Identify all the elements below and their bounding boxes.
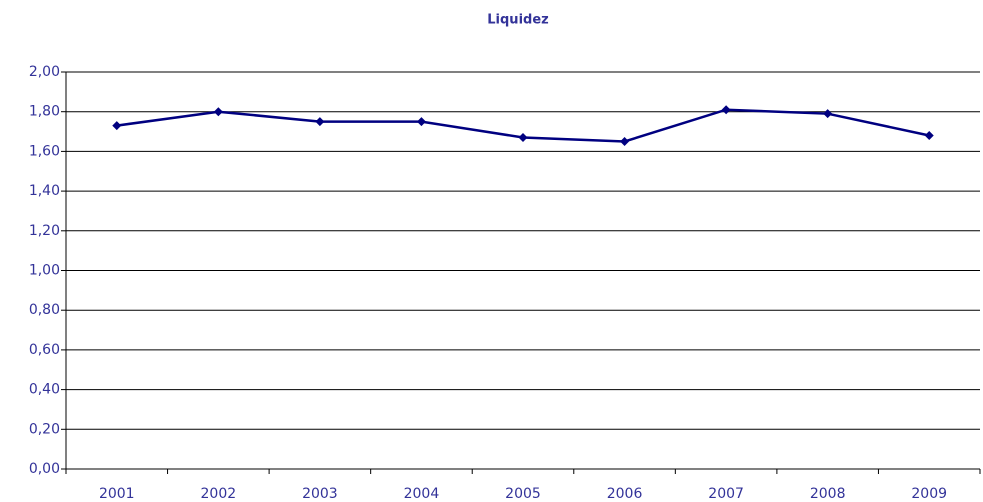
y-tick-label: 0,40 [29, 382, 60, 398]
y-tick-label: 1,00 [29, 263, 60, 279]
x-tick-label: 2008 [810, 486, 846, 502]
chart-title: Liquidez [487, 13, 548, 28]
y-tick-label: 2,00 [29, 64, 60, 80]
x-tick-label: 2004 [404, 486, 440, 502]
x-tick-label: 2001 [99, 486, 135, 502]
point-marker [924, 131, 934, 141]
point-marker [620, 136, 630, 146]
x-tick-label: 2009 [911, 486, 947, 502]
x-tick-label: 2006 [607, 486, 643, 502]
point-marker [518, 133, 528, 143]
point-marker [213, 107, 223, 117]
y-tick-label: 1,80 [29, 104, 60, 120]
x-tick-label: 2003 [302, 486, 338, 502]
x-tick-label: 2005 [505, 486, 541, 502]
point-marker [823, 109, 833, 119]
y-tick-label: 1,60 [29, 143, 60, 159]
x-tick-label: 2007 [708, 486, 744, 502]
y-tick-label: 0,60 [29, 342, 60, 358]
x-tick-label: 2002 [201, 486, 237, 502]
y-tick-label: 0,20 [29, 421, 60, 437]
point-marker [416, 117, 426, 127]
point-marker [112, 121, 122, 131]
y-tick-label: 0,00 [29, 461, 60, 477]
point-marker [315, 117, 325, 127]
point-marker [721, 105, 731, 115]
y-tick-label: 1,40 [29, 183, 60, 199]
y-tick-label: 0,80 [29, 302, 60, 318]
y-tick-label: 1,20 [29, 223, 60, 239]
